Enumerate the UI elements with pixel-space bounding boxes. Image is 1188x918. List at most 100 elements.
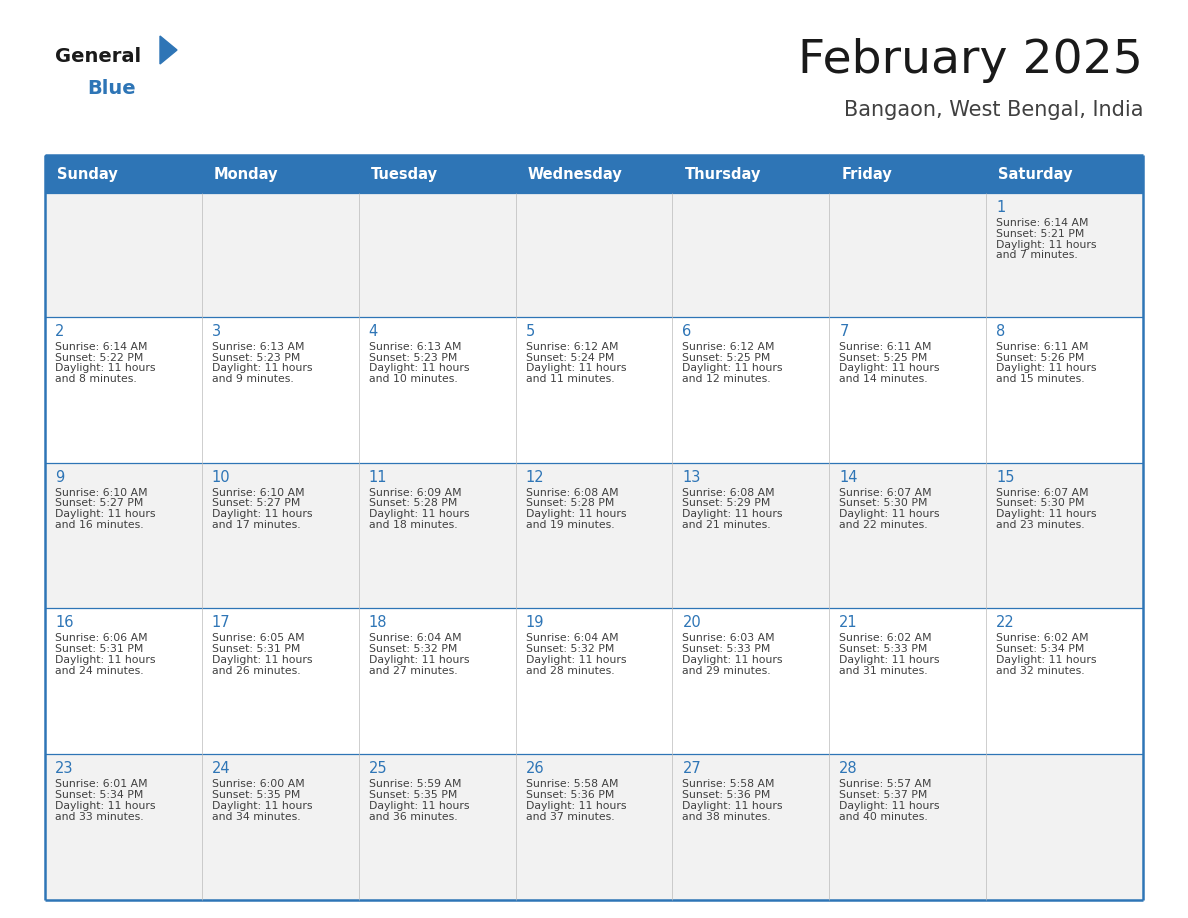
Text: and 36 minutes.: and 36 minutes. <box>368 812 457 822</box>
Bar <box>359 609 516 755</box>
Text: Sunset: 5:25 PM: Sunset: 5:25 PM <box>682 353 771 363</box>
Text: and 24 minutes.: and 24 minutes. <box>55 666 144 676</box>
Text: 25: 25 <box>368 761 387 777</box>
Text: 24: 24 <box>211 761 230 777</box>
Text: Friday: Friday <box>841 166 892 182</box>
Text: Sunrise: 6:05 AM: Sunrise: 6:05 AM <box>211 633 304 644</box>
Text: Sunrise: 6:07 AM: Sunrise: 6:07 AM <box>997 487 1088 498</box>
Text: Sunset: 5:36 PM: Sunset: 5:36 PM <box>682 790 771 800</box>
Text: Sunrise: 6:04 AM: Sunrise: 6:04 AM <box>368 633 461 644</box>
Text: Sunrise: 6:09 AM: Sunrise: 6:09 AM <box>368 487 461 498</box>
Text: and 37 minutes.: and 37 minutes. <box>525 812 614 822</box>
Text: Daylight: 11 hours: Daylight: 11 hours <box>368 509 469 520</box>
Text: Sunset: 5:37 PM: Sunset: 5:37 PM <box>839 790 928 800</box>
Text: and 31 minutes.: and 31 minutes. <box>839 666 928 676</box>
Text: Daylight: 11 hours: Daylight: 11 hours <box>211 364 312 374</box>
Text: Daylight: 11 hours: Daylight: 11 hours <box>839 364 940 374</box>
Text: and 26 minutes.: and 26 minutes. <box>211 666 301 676</box>
Text: 5: 5 <box>525 324 535 339</box>
Text: 3: 3 <box>211 324 221 339</box>
Text: Sunrise: 6:14 AM: Sunrise: 6:14 AM <box>997 218 1088 228</box>
Text: 1: 1 <box>997 200 1005 215</box>
Bar <box>45 193 202 317</box>
Bar <box>829 463 986 609</box>
Bar <box>516 755 672 900</box>
Text: 10: 10 <box>211 469 230 485</box>
Text: 9: 9 <box>55 469 64 485</box>
Text: Sunset: 5:33 PM: Sunset: 5:33 PM <box>839 644 928 655</box>
Text: Sunrise: 6:07 AM: Sunrise: 6:07 AM <box>839 487 931 498</box>
Text: Daylight: 11 hours: Daylight: 11 hours <box>368 364 469 374</box>
Text: Sunrise: 6:12 AM: Sunrise: 6:12 AM <box>682 341 775 352</box>
Text: Daylight: 11 hours: Daylight: 11 hours <box>55 509 156 520</box>
Bar <box>359 193 516 317</box>
Text: and 34 minutes.: and 34 minutes. <box>211 812 301 822</box>
Text: Sunset: 5:36 PM: Sunset: 5:36 PM <box>525 790 614 800</box>
Bar <box>359 317 516 463</box>
Text: and 17 minutes.: and 17 minutes. <box>211 520 301 530</box>
Bar <box>202 317 359 463</box>
Text: 12: 12 <box>525 469 544 485</box>
Text: and 19 minutes.: and 19 minutes. <box>525 520 614 530</box>
Text: Sunrise: 5:58 AM: Sunrise: 5:58 AM <box>525 779 618 789</box>
Text: Daylight: 11 hours: Daylight: 11 hours <box>839 655 940 665</box>
Text: and 16 minutes.: and 16 minutes. <box>55 520 144 530</box>
Text: Daylight: 11 hours: Daylight: 11 hours <box>997 364 1097 374</box>
Text: February 2025: February 2025 <box>798 38 1143 83</box>
Text: and 15 minutes.: and 15 minutes. <box>997 375 1085 384</box>
Text: 26: 26 <box>525 761 544 777</box>
Bar <box>829 609 986 755</box>
Text: Sunset: 5:29 PM: Sunset: 5:29 PM <box>682 498 771 509</box>
Text: General: General <box>55 47 141 66</box>
Text: Sunrise: 6:11 AM: Sunrise: 6:11 AM <box>997 341 1088 352</box>
Bar <box>829 755 986 900</box>
Bar <box>359 463 516 609</box>
Text: Sunset: 5:35 PM: Sunset: 5:35 PM <box>368 790 457 800</box>
Text: Sunset: 5:30 PM: Sunset: 5:30 PM <box>997 498 1085 509</box>
Text: 22: 22 <box>997 615 1015 631</box>
Text: Sunrise: 6:04 AM: Sunrise: 6:04 AM <box>525 633 618 644</box>
Bar <box>45 609 202 755</box>
Text: Sunset: 5:31 PM: Sunset: 5:31 PM <box>211 644 301 655</box>
Text: Daylight: 11 hours: Daylight: 11 hours <box>211 655 312 665</box>
Text: Sunset: 5:27 PM: Sunset: 5:27 PM <box>211 498 301 509</box>
Bar <box>829 193 986 317</box>
Text: Sunset: 5:27 PM: Sunset: 5:27 PM <box>55 498 144 509</box>
Bar <box>45 463 202 609</box>
Text: 16: 16 <box>55 615 74 631</box>
Text: Daylight: 11 hours: Daylight: 11 hours <box>682 509 783 520</box>
Text: 23: 23 <box>55 761 74 777</box>
Text: and 29 minutes.: and 29 minutes. <box>682 666 771 676</box>
Text: Daylight: 11 hours: Daylight: 11 hours <box>997 509 1097 520</box>
Text: Sunset: 5:23 PM: Sunset: 5:23 PM <box>211 353 301 363</box>
Bar <box>672 317 829 463</box>
Text: Sunset: 5:23 PM: Sunset: 5:23 PM <box>368 353 457 363</box>
Text: Sunrise: 6:08 AM: Sunrise: 6:08 AM <box>525 487 618 498</box>
Bar <box>45 155 1143 193</box>
Text: Sunrise: 6:10 AM: Sunrise: 6:10 AM <box>55 487 147 498</box>
Text: 17: 17 <box>211 615 230 631</box>
Text: Sunset: 5:32 PM: Sunset: 5:32 PM <box>368 644 457 655</box>
Text: Daylight: 11 hours: Daylight: 11 hours <box>55 655 156 665</box>
Text: 21: 21 <box>839 615 858 631</box>
Text: Daylight: 11 hours: Daylight: 11 hours <box>839 509 940 520</box>
Text: Daylight: 11 hours: Daylight: 11 hours <box>368 800 469 811</box>
Text: Thursday: Thursday <box>684 166 760 182</box>
Text: Daylight: 11 hours: Daylight: 11 hours <box>525 800 626 811</box>
Text: Sunrise: 6:13 AM: Sunrise: 6:13 AM <box>368 341 461 352</box>
Bar <box>202 755 359 900</box>
Text: Sunset: 5:34 PM: Sunset: 5:34 PM <box>997 644 1085 655</box>
Text: 27: 27 <box>682 761 701 777</box>
Text: and 21 minutes.: and 21 minutes. <box>682 520 771 530</box>
Text: and 28 minutes.: and 28 minutes. <box>525 666 614 676</box>
Text: and 40 minutes.: and 40 minutes. <box>839 812 928 822</box>
Text: and 12 minutes.: and 12 minutes. <box>682 375 771 384</box>
Text: Sunrise: 6:00 AM: Sunrise: 6:00 AM <box>211 779 304 789</box>
Text: and 14 minutes.: and 14 minutes. <box>839 375 928 384</box>
Text: Sunday: Sunday <box>57 166 118 182</box>
Text: Daylight: 11 hours: Daylight: 11 hours <box>55 800 156 811</box>
Bar <box>516 463 672 609</box>
Bar <box>202 463 359 609</box>
Text: and 18 minutes.: and 18 minutes. <box>368 520 457 530</box>
Text: and 7 minutes.: and 7 minutes. <box>997 251 1078 261</box>
